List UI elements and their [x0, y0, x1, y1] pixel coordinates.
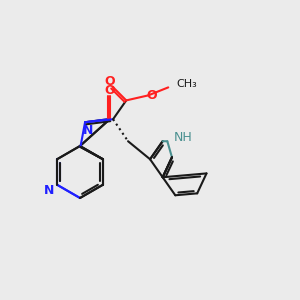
Text: O: O: [104, 76, 115, 88]
Text: O: O: [105, 85, 115, 98]
Text: N: N: [44, 184, 55, 196]
Text: CH₃: CH₃: [176, 80, 197, 89]
Text: O: O: [146, 89, 157, 102]
Text: N: N: [83, 124, 93, 137]
Text: NH: NH: [173, 131, 192, 144]
